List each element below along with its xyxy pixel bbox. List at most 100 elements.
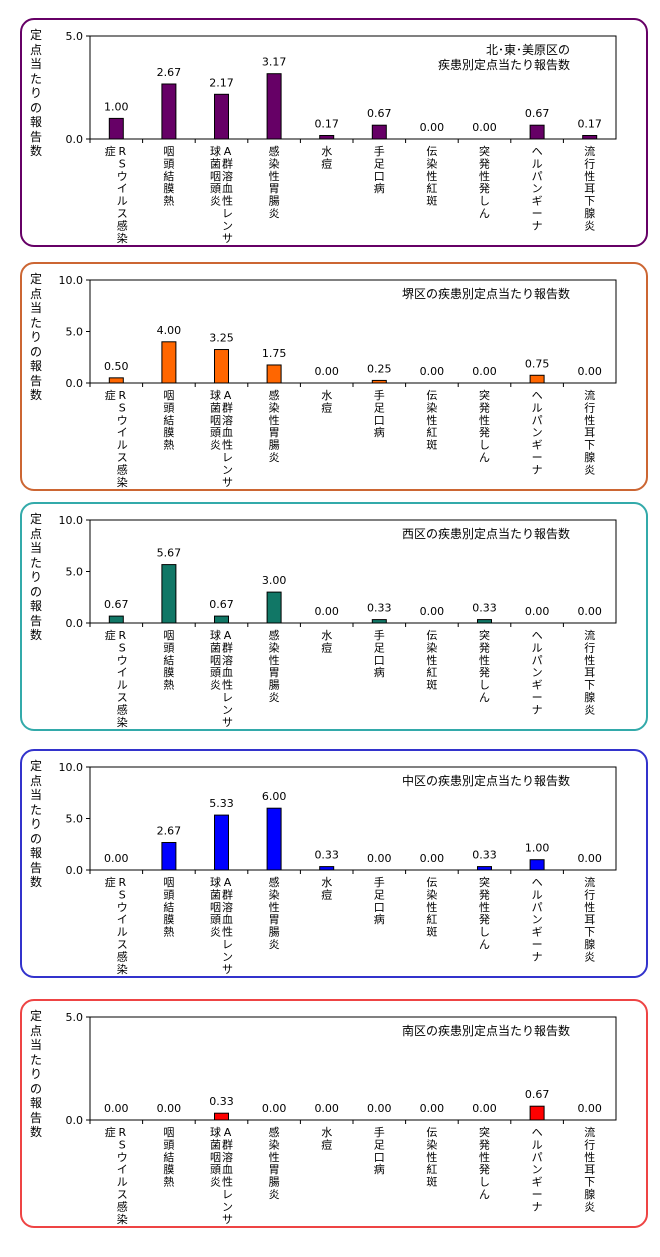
bar	[266, 807, 282, 871]
bar	[582, 134, 598, 140]
x-tick-label: 水痘	[321, 1126, 332, 1151]
data-label: 0.00	[577, 365, 602, 378]
bar	[214, 93, 229, 140]
x-tick-label: A 群溶血性レンサ球菌咽頭炎	[210, 144, 233, 245]
data-label: 0.17	[577, 117, 602, 130]
y-axis-label: 定点当たりの報告数	[29, 272, 42, 402]
y-tick-label: 0.0	[66, 1114, 84, 1127]
x-tick-label: 水痘	[321, 389, 332, 414]
bar	[371, 379, 387, 384]
x-tick-label: 手足口病	[374, 388, 385, 439]
data-label: 0.33	[472, 602, 497, 615]
chart-svg: 0.0 5.0 10.0 0.00 R S ウイルス感染症 2.67 咽頭結膜熱 5.33 A 群溶血…	[59, 761, 617, 976]
x-tick-label: ヘルパンギーナ	[532, 876, 543, 963]
x-tick-label: 手足口病	[374, 875, 385, 926]
x-tick-label: R S ウイルス感染症	[105, 1125, 128, 1226]
data-label: 3.25	[209, 332, 234, 345]
chart-title: 堺区の疾患別定点当たり報告数	[402, 286, 570, 301]
x-tick-label: 伝染性紅斑	[426, 876, 437, 939]
bar	[214, 1112, 229, 1121]
x-tick-label: ヘルパンギーナ	[532, 629, 543, 716]
chart-svg: 0.0 5.0 10.0 0.50 R S ウイルス感染症 4.00 咽頭結膜熱 3.25 A 群溶血…	[59, 274, 617, 489]
data-label: 0.00	[472, 1102, 497, 1115]
bar	[161, 83, 177, 140]
bar	[477, 619, 492, 624]
chart-panel-4: 定点当たりの報告数 0.0 5.0 0.00 R S ウイルス感染症 0.00 咽頭結膜熱 0.3…	[20, 999, 648, 1228]
x-tick-label: 咽頭結膜熱	[163, 1126, 174, 1189]
data-label: 0.00	[420, 121, 445, 134]
data-label: 0.00	[314, 605, 339, 618]
data-label: 5.67	[157, 547, 182, 560]
y-tick-label: 0.0	[66, 864, 84, 877]
bar	[266, 591, 282, 624]
data-label: 0.00	[420, 365, 445, 378]
chart-panel-2: 定点当たりの報告数 0.0 5.0 10.0 0.67 R S ウイルス感染症 5.67 咽頭結膜…	[20, 502, 648, 731]
x-tick-label: ヘルパンギーナ	[532, 1126, 543, 1213]
x-tick-label: 水痘	[321, 876, 332, 901]
bar	[529, 1105, 545, 1121]
chart-panel-1: 定点当たりの報告数 0.0 5.0 10.0 0.50 R S ウイルス感染症 4.00 咽頭結膜…	[20, 262, 648, 491]
data-label: 1.75	[262, 347, 287, 360]
x-tick-label: A 群溶血性レンサ球菌咽頭炎	[210, 1125, 233, 1226]
x-tick-label: 手足口病	[374, 628, 385, 679]
data-label: 0.00	[577, 605, 602, 618]
x-tick-label: 咽頭結膜熱	[163, 389, 174, 452]
x-tick-label: 感染性胃腸炎	[269, 389, 280, 464]
x-tick-label: A 群溶血性レンサ球菌咽頭炎	[210, 628, 233, 729]
data-label: 3.00	[262, 574, 287, 587]
y-tick-label: 10.0	[59, 761, 84, 774]
bar	[319, 134, 335, 140]
x-tick-label: 感染性胃腸炎	[269, 1126, 280, 1201]
data-label: 0.50	[104, 360, 129, 373]
data-label: 0.00	[367, 852, 392, 865]
y-tick-label: 5.0	[66, 326, 84, 339]
data-label: 4.00	[157, 324, 182, 337]
x-tick-label: 感染性胃腸炎	[269, 876, 280, 951]
x-tick-label: ヘルパンギーナ	[532, 145, 543, 232]
data-label: 0.00	[525, 605, 550, 618]
bar	[161, 841, 177, 871]
chart-panel-0: 定点当たりの報告数 0.0 5.0 1.00 R S ウイルス感染症 2.67 咽頭結膜熱 2.1…	[20, 18, 648, 247]
data-label: 0.00	[367, 1102, 392, 1115]
data-label: 0.00	[314, 365, 339, 378]
data-label: 0.75	[525, 357, 550, 370]
data-label: 5.33	[209, 797, 234, 810]
x-tick-label: 伝染性紅斑	[426, 145, 437, 208]
bar	[266, 364, 282, 384]
y-tick-label: 0.0	[66, 133, 84, 146]
chart-title: 南区の疾患別定点当たり報告数	[402, 1023, 570, 1038]
data-label: 0.00	[577, 1102, 602, 1115]
data-label: 2.67	[157, 66, 182, 79]
x-tick-label: 流行性耳下腺炎	[584, 388, 595, 476]
x-tick-label: A 群溶血性レンサ球菌咽頭炎	[210, 875, 233, 976]
y-tick-label: 5.0	[66, 566, 84, 579]
y-tick-label: 5.0	[66, 813, 84, 826]
x-tick-label: 手足口病	[374, 1125, 385, 1176]
data-label: 0.00	[472, 121, 497, 134]
bar	[161, 341, 177, 384]
x-tick-label: 伝染性紅斑	[426, 389, 437, 452]
x-tick-label: 突発性発しん	[479, 144, 490, 220]
data-label: 0.67	[367, 107, 392, 120]
data-label: 0.67	[209, 598, 234, 611]
chart-svg: 0.0 5.0 1.00 R S ウイルス感染症 2.67 咽頭結膜熱 2.17 A 群溶血性レンサ…	[66, 30, 617, 245]
data-label: 2.67	[157, 824, 182, 837]
x-tick-label: 咽頭結膜熱	[163, 876, 174, 939]
chart-svg: 0.0 5.0 10.0 0.67 R S ウイルス感染症 5.67 咽頭結膜熱 0.67 A 群溶血…	[59, 514, 617, 729]
bar	[108, 615, 124, 624]
bar	[319, 866, 335, 871]
data-label: 0.17	[314, 117, 339, 130]
x-tick-label: R S ウイルス感染症	[105, 144, 128, 245]
bar	[477, 866, 492, 871]
data-label: 0.25	[367, 362, 392, 375]
bar	[214, 349, 229, 384]
x-tick-label: R S ウイルス感染症	[105, 875, 128, 976]
y-tick-label: 10.0	[59, 274, 84, 287]
x-tick-label: 感染性胃腸炎	[269, 629, 280, 704]
chart-title: 北･東･美原区の疾患別定点当たり報告数	[438, 43, 570, 72]
x-tick-label: 流行性耳下腺炎	[584, 628, 595, 716]
y-tick-label: 10.0	[59, 514, 84, 527]
data-label: 0.67	[525, 107, 550, 120]
chart-title: 中区の疾患別定点当たり報告数	[402, 773, 570, 788]
data-label: 0.33	[472, 849, 497, 862]
